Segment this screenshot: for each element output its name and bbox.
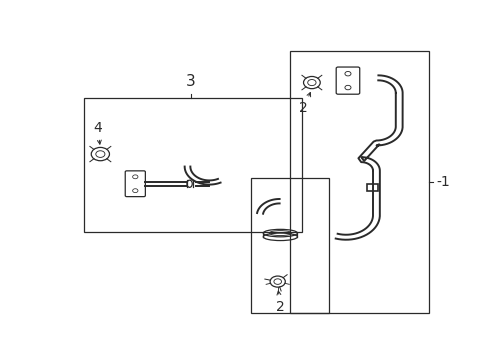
Text: 2: 2 — [276, 291, 285, 314]
Text: 2: 2 — [299, 93, 311, 116]
Text: 3: 3 — [186, 75, 196, 90]
Text: -1: -1 — [436, 175, 450, 189]
Text: 4: 4 — [93, 121, 102, 144]
